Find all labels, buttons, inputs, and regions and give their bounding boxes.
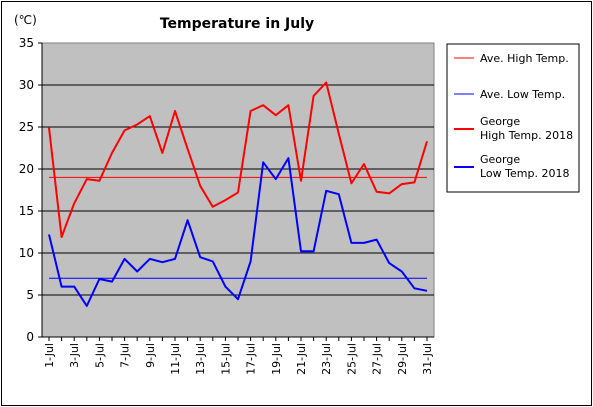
x-tick-label: 29-Jul [396, 343, 409, 375]
x-tick-label: 3-Jul [68, 343, 81, 368]
x-tick-label: 19-Jul [270, 343, 283, 375]
legend-label-4: George Low Temp. 2018 [480, 153, 569, 180]
x-tick-label: 17-Jul [245, 343, 258, 375]
x-axis: 1-Jul 3-Jul 5-Jul 7-Jul 9-Jul 11-Jul 13-Jul 15-… [42, 336, 434, 375]
y-tick-label: 0 [26, 330, 34, 344]
x-tick-label: 5-Jul [93, 343, 106, 368]
chart-title: Temperature in July [160, 16, 314, 32]
legend-label-2: Ave. Low Temp. [480, 88, 565, 101]
unit-label: (℃) [14, 13, 37, 27]
y-tick-label: 25 [19, 120, 34, 134]
x-tick-label: 27-Jul [371, 343, 384, 375]
x-tick-label: 9-Jul [144, 343, 157, 368]
legend: Ave. High Temp. Ave. Low Temp. George High … [454, 52, 573, 180]
x-tick-label: 11-Jul [169, 343, 182, 375]
y-tick-label: 20 [19, 162, 34, 176]
x-tick-label: 7-Jul [119, 343, 132, 368]
gridlines [42, 84, 434, 296]
y-tick-label: 30 [19, 78, 34, 92]
y-tick-label: 5 [26, 288, 34, 302]
legend-label-1: Ave. High Temp. [480, 52, 569, 65]
legend-label-3: George High Temp. 2018 [480, 115, 573, 142]
series-lines [48, 81, 428, 307]
series-line-3 [48, 81, 428, 238]
x-tick-label: 31-Jul [421, 343, 434, 375]
x-tick-label: 1-Jul [43, 343, 56, 368]
x-tick-label: 15-Jul [219, 343, 232, 375]
y-tick-label: 10 [19, 246, 34, 260]
x-tick-label: 13-Jul [194, 343, 207, 375]
series-line-4 [48, 157, 428, 307]
x-tick-label: 21-Jul [295, 343, 308, 375]
x-tick-label: 23-Jul [320, 343, 333, 375]
x-tick-label: 25-Jul [345, 343, 358, 375]
y-tick-label: 15 [19, 204, 34, 218]
y-tick-label: 35 [19, 36, 34, 50]
y-axis: 0 5 10 15 20 25 30 35 [19, 36, 43, 344]
